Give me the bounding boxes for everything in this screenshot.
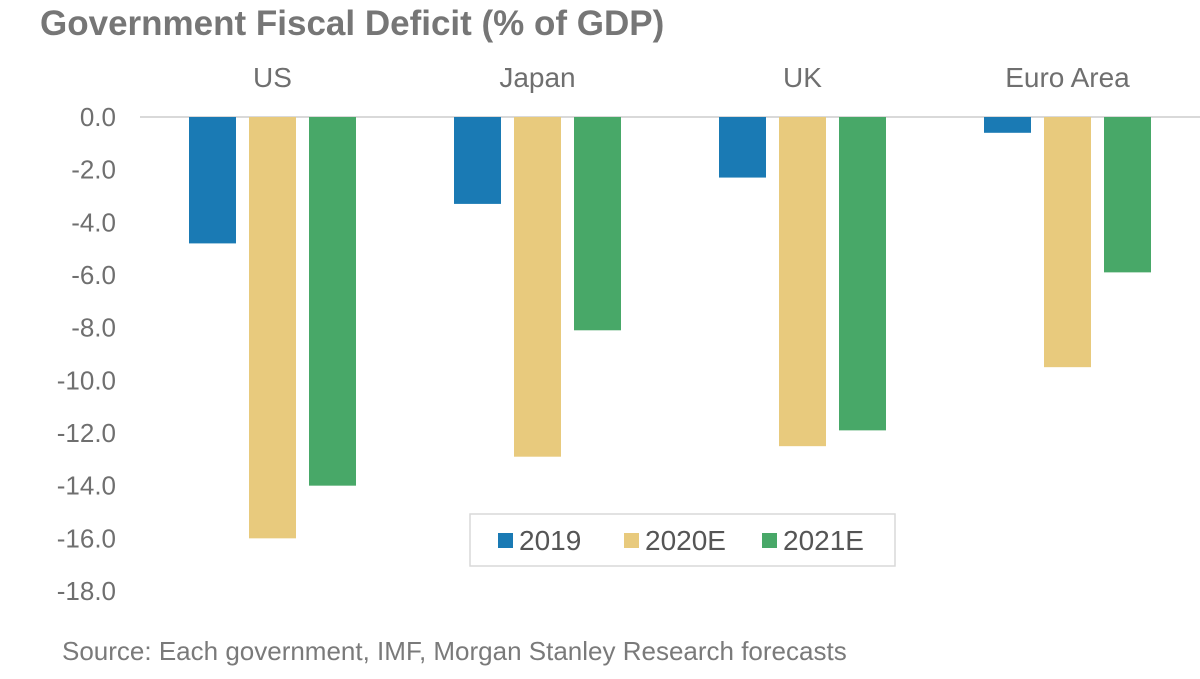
legend-label: 2020E [645,525,726,556]
y-tick-label: 0.0 [80,102,116,132]
bar-series [189,117,1151,539]
y-axis-ticks: 0.0 -2.0 -4.0 -6.0 -8.0 -10.0 -12.0 -14.0 -16.0 -… [57,102,116,606]
chart-title: Government Fiscal Deficit (% of GDP) [40,4,665,43]
y-tick-label: -16.0 [57,523,116,553]
y-tick-label: -8.0 [71,313,116,343]
category-label: Euro Area [1005,62,1130,93]
bar-2020e [1044,117,1091,368]
bar-2021e [309,117,356,486]
category-label: US [253,62,292,93]
y-tick-label: -18.0 [57,576,116,606]
category-label: UK [783,62,822,93]
y-tick-label: -6.0 [71,260,116,290]
bar-2021e [1104,117,1151,273]
bar-2019 [719,117,766,178]
y-tick-label: -2.0 [71,155,116,185]
bar-2020e [249,117,296,539]
bar-2019 [189,117,236,244]
legend-box [469,513,896,567]
y-tick-label: -12.0 [57,418,116,448]
y-tick-label: -4.0 [71,207,116,237]
y-tick-label: -14.0 [57,471,116,501]
legend-swatch-2021e [762,533,777,548]
bar-2019 [984,117,1031,133]
legend-label: 2019 [519,525,581,556]
bar-2021e [839,117,886,431]
source-note: Source: Each government, IMF, Morgan Sta… [62,636,847,666]
legend: 2019 2020E 2021E [469,513,896,567]
y-tick-label: -10.0 [57,365,116,395]
bar-2020e [779,117,826,447]
legend-swatch-2020e [624,533,639,548]
legend-swatch-2019 [498,533,513,548]
bar-2019 [454,117,501,204]
bar-2021e [574,117,621,331]
bar-2020e [514,117,561,457]
legend-label: 2021E [783,525,864,556]
category-label: Japan [499,62,575,93]
category-labels: US Japan UK Euro Area [253,62,1130,93]
